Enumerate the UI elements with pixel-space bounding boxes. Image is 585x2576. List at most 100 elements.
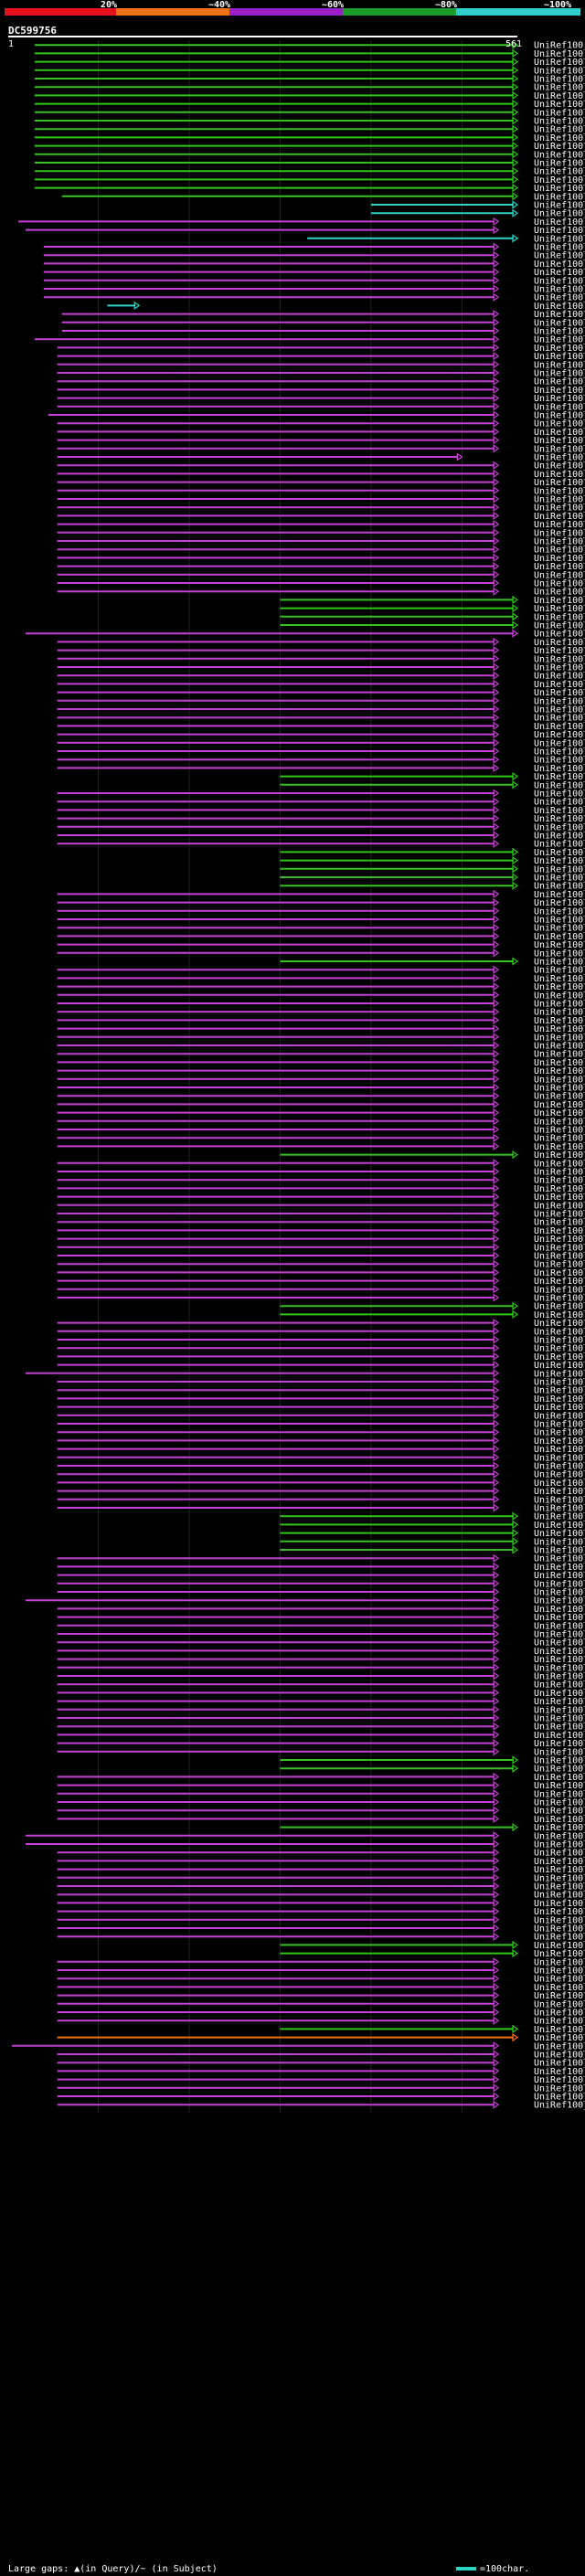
hit-label[interactable]: UniRef100_C3E4E1 — [534, 646, 585, 656]
hit-label[interactable]: UniRef100_A6ZGB2 — [534, 1168, 585, 1178]
hit-label[interactable]: UniRef100_C7LEL1 — [534, 1042, 585, 1052]
hit-label[interactable]: UniRef100_B9I1X6 — [534, 41, 585, 51]
hit-label[interactable]: UniRef100_UP1000... — [534, 974, 585, 984]
hit-label[interactable]: UniRef100_C2Q7Y3 — [534, 1260, 585, 1270]
hit-label[interactable]: UniRef100_C3EL17 — [534, 1344, 585, 1354]
hit-label[interactable]: UniRef100_A0QL61 — [534, 940, 585, 950]
hit-label[interactable]: UniRef100_C8VSU4 — [534, 344, 585, 354]
hit-label[interactable]: UniRef100_B7EJU0 — [534, 167, 585, 177]
hit-label[interactable]: UniRef100_B1LWL4 — [534, 1319, 585, 1329]
hit-label[interactable]: UniRef100_C2QCP1 — [534, 588, 585, 598]
hit-label[interactable]: UniRef100_A8HY67 — [534, 1975, 585, 1985]
hit-label[interactable]: UniRef100_B9S7G4 — [534, 49, 585, 59]
hit-label[interactable]: UniRef100_C3A6R9 — [534, 1184, 585, 1194]
hit-label[interactable]: UniRef100_Q2BE58 — [534, 2017, 585, 2027]
hit-label[interactable]: UniRef100_UP1000... — [534, 730, 585, 740]
hit-label[interactable]: UniRef100_C3N7C0 — [534, 1193, 585, 1203]
hit-label[interactable]: UniRef100_A6EB07 — [534, 1697, 585, 1707]
hit-label[interactable]: UniRef100_C3L6P9 — [534, 1504, 585, 1514]
hit-label[interactable]: UniRef100_C2ZJH5 — [534, 654, 585, 664]
hit-label[interactable]: UniRef100_B3Q9B7 — [534, 1865, 585, 1875]
hit-label[interactable]: UniRef100_Q5TKP0 — [534, 142, 585, 152]
hit-label[interactable]: UniRef100_B8P8G2 — [534, 175, 585, 186]
hit-label[interactable]: UniRef100_B7R592 — [534, 882, 585, 892]
hit-label[interactable]: UniRef100_Q5Z200 — [534, 1966, 585, 1977]
hit-label[interactable]: UniRef100_C3XUI0 — [534, 1915, 585, 1925]
hit-label[interactable]: UniRef100_C5Q147 — [534, 1403, 585, 1413]
hit-label[interactable]: UniRef100_Q6Z5W6 — [534, 108, 585, 118]
hit-label[interactable]: UniRef100_UP1000... — [534, 1479, 585, 1489]
hit-label[interactable]: UniRef100_A7NNC6 — [534, 1521, 585, 1531]
hit-label[interactable]: UniRef100_Q0B8T0 — [534, 1991, 585, 2001]
hit-label[interactable]: UniRef100_D3E7S6 — [534, 91, 585, 101]
hit-label[interactable]: UniRef100_C2XCF7 — [534, 1352, 585, 1362]
hit-label[interactable]: UniRef100_A6S5Y2 — [534, 276, 585, 286]
hit-label[interactable]: UniRef100_A1DX82 — [534, 546, 585, 556]
hit-label[interactable]: UniRef100_Q2VY13 — [534, 1285, 585, 1295]
hit-label[interactable]: UniRef100_UP1000... — [534, 1470, 585, 1480]
hit-label[interactable]: UniRef100_Q73GX9 — [534, 1092, 585, 1102]
hit-label[interactable]: UniRef100_Q81EL3 — [534, 680, 585, 690]
hit-label[interactable]: UniRef100_B2K2R6 — [534, 1714, 585, 1724]
hit-label[interactable]: UniRef100_C5RM63 — [534, 1747, 585, 1757]
hit-label[interactable]: UniRef100_Q11VC8 — [534, 1613, 585, 1623]
hit-label[interactable]: UniRef100_A3LVW7 — [534, 260, 585, 270]
hit-label[interactable]: UniRef100_A7QF19 — [534, 75, 585, 85]
hit-label[interactable]: UniRef100_B8AW77 — [534, 159, 585, 169]
hit-label[interactable]: UniRef100_Q21Y70 — [534, 2059, 585, 2069]
hit-label[interactable]: UniRef100_B7DNP9 — [534, 966, 585, 976]
hit-label[interactable]: UniRef100_C7KTU4 — [534, 630, 585, 640]
hit-label[interactable]: UniRef100_UP1000... — [534, 1840, 585, 1850]
hit-label[interactable]: UniRef100_C4J8S1 — [534, 234, 585, 244]
hit-label[interactable]: UniRef100_C2N1S6 — [534, 1159, 585, 1169]
hit-label[interactable]: UniRef100_Q07TE8 — [534, 1394, 585, 1405]
hit-label[interactable]: UniRef100_B5UNW6 — [534, 1378, 585, 1388]
hit-label[interactable]: UniRef100_B7HTH3 — [534, 798, 585, 808]
hit-label[interactable]: UniRef100_A4QX26 — [534, 1588, 585, 1598]
hit-label[interactable]: UniRef100_Q6HHZ3 — [534, 738, 585, 748]
hit-label[interactable]: UniRef100_Q9FZV3 — [534, 1647, 585, 1657]
hit-label[interactable]: UniRef100_Q6BME3 — [534, 386, 585, 396]
hit-label[interactable]: UniRef100_UP1000... — [534, 1831, 585, 1841]
hit-label[interactable]: UniRef100_C2UED7 — [534, 672, 585, 682]
hit-label[interactable]: UniRef100_B9U447 — [534, 1100, 585, 1110]
hit-label[interactable]: UniRef100_A5VR33 — [534, 1420, 585, 1430]
hit-label[interactable]: UniRef100_B6EQU7 — [534, 1705, 585, 1715]
hit-label[interactable]: UniRef100_C5CRR3 — [534, 856, 585, 866]
hit-label[interactable]: UniRef100_C3BBN9 — [534, 1000, 585, 1010]
hit-label[interactable]: UniRef100_A4G4W8 — [534, 1789, 585, 1799]
hit-label[interactable]: UniRef100_Q21B56 — [534, 1277, 585, 1287]
hit-label[interactable]: UniRef100_C2RPV5 — [534, 688, 585, 698]
hit-label[interactable]: UniRef100_C2PFV6 — [534, 1453, 585, 1463]
hit-label[interactable]: UniRef100_A1UCN9 — [534, 1731, 585, 1741]
hit-label[interactable]: UniRef100_A8MHN4 — [534, 1117, 585, 1127]
hit-label[interactable]: UniRef100_UP1000... — [534, 302, 585, 312]
hit-label[interactable]: UniRef100_Q3G3Z0 — [534, 100, 585, 110]
hit-label[interactable]: UniRef100_Q9N6S4 — [534, 1268, 585, 1278]
hit-label[interactable]: UniRef100_A0REV7 — [534, 890, 585, 900]
hit-label[interactable]: UniRef100_A4YVZ7 — [534, 1546, 585, 1556]
hit-label[interactable]: UniRef100_UP1000... — [534, 982, 585, 992]
hit-label[interactable]: UniRef100_Q2Z2I1 — [534, 1680, 585, 1691]
hit-label[interactable]: UniRef100_UP1000... — [534, 1941, 585, 1951]
hit-label[interactable]: UniRef100_B1YH71 — [534, 1723, 585, 1733]
hit-label[interactable]: UniRef100_A6RUH9 — [534, 352, 585, 362]
hit-label[interactable]: UniRef100_B8MQ61 — [534, 268, 585, 278]
hit-label[interactable]: UniRef100_Q4RN36 — [534, 1226, 585, 1236]
hit-label[interactable]: UniRef100_Q6N1K0 — [534, 1765, 585, 1775]
hit-label[interactable]: UniRef100_B1K9H2 — [534, 562, 585, 572]
hit-label[interactable]: UniRef100_Q63BM0 — [534, 848, 585, 858]
hit-label[interactable]: UniRef100_C2MLK6 — [534, 696, 585, 706]
hit-label[interactable]: UniRef100_A1X1P1 — [534, 1739, 585, 1749]
hit-label[interactable]: UniRef100_Q6XXE9 — [534, 1663, 585, 1673]
hit-label[interactable]: UniRef100_UP1000... — [534, 916, 585, 926]
hit-label[interactable]: UniRef100_A6CU07 — [534, 579, 585, 589]
hit-label[interactable]: UniRef100_C3AWR6 — [534, 822, 585, 832]
hit-label[interactable]: UniRef100_B4FVB0 — [534, 133, 585, 143]
hit-label[interactable]: UniRef100_C3IX89 — [534, 1428, 585, 1438]
hit-label[interactable]: UniRef100_C2Q9D4 — [534, 596, 585, 606]
hit-label[interactable]: UniRef100_Q0B7K0 — [534, 1621, 585, 1631]
hit-label[interactable]: UniRef100_C3HQ27 — [534, 663, 585, 673]
hit-label[interactable]: UniRef100_Q21VW5 — [534, 1201, 585, 1211]
hit-label[interactable]: UniRef100_B0D0M7 — [534, 251, 585, 261]
